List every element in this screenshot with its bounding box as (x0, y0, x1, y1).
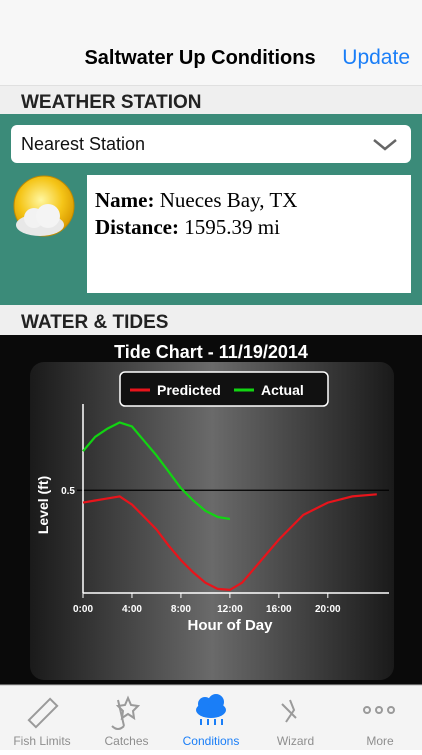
x-tick-label: 12:00 (217, 604, 243, 615)
dropdown-label: Nearest Station (21, 134, 145, 154)
chart-panel (30, 362, 394, 680)
section-title: WATER & TIDES (21, 312, 168, 333)
y-axis-label: Level (ft) (35, 476, 51, 534)
tab-icons (27, 695, 395, 730)
section-title: WEATHER STATION (21, 92, 201, 113)
legend-label: Actual (261, 382, 304, 398)
x-tick-label: 8:00 (171, 604, 191, 615)
label: Distance: (95, 215, 179, 239)
conditions-icon (196, 694, 226, 725)
legend-label: Predicted (157, 382, 221, 398)
legend (119, 371, 329, 407)
tab-labels: Fish Limits Catches Conditions Wizard More (13, 734, 394, 748)
station-info (87, 175, 411, 293)
update-button[interactable]: Update (342, 46, 410, 69)
nav-title: Saltwater Up Conditions (84, 47, 315, 69)
x-tick-label: 4:00 (122, 604, 142, 615)
tab-label[interactable]: More (366, 734, 394, 748)
section-header (0, 305, 422, 335)
value: Nueces Bay, TX (160, 188, 298, 212)
tide-chart: 0.5 0:00 4:00 8:00 12:00 16:00 20:00 Hour of Da… (35, 371, 389, 634)
y-tick-label: 0.5 (61, 486, 75, 497)
tide-line (82, 421, 231, 521)
label: Name: (95, 188, 154, 212)
chevron (373, 139, 397, 151)
tab-label[interactable]: Wizard (277, 734, 314, 748)
x-tick-label: 0:00 (73, 604, 93, 615)
x-tick-label: 20:00 (315, 604, 341, 615)
section-header (0, 86, 422, 114)
chart-title: Tide Chart - 11/19/2014 (114, 342, 308, 362)
tide-line (82, 493, 377, 592)
tab-label[interactable]: Conditions (183, 734, 240, 748)
tab-label[interactable]: Fish Limits (13, 734, 70, 748)
x-axis-label: Hour of Day (187, 617, 273, 634)
station-dropdown[interactable] (11, 125, 411, 163)
station-name: Name: Nueces Bay, TX (95, 188, 297, 212)
x-tick-label: 16:00 (266, 604, 292, 615)
station-distance: Distance: 1595.39 mi (95, 215, 280, 239)
nav-bar (0, 0, 422, 86)
weather-icon (13, 175, 75, 237)
tab-label[interactable]: Catches (104, 734, 148, 748)
value: 1595.39 mi (184, 215, 280, 239)
